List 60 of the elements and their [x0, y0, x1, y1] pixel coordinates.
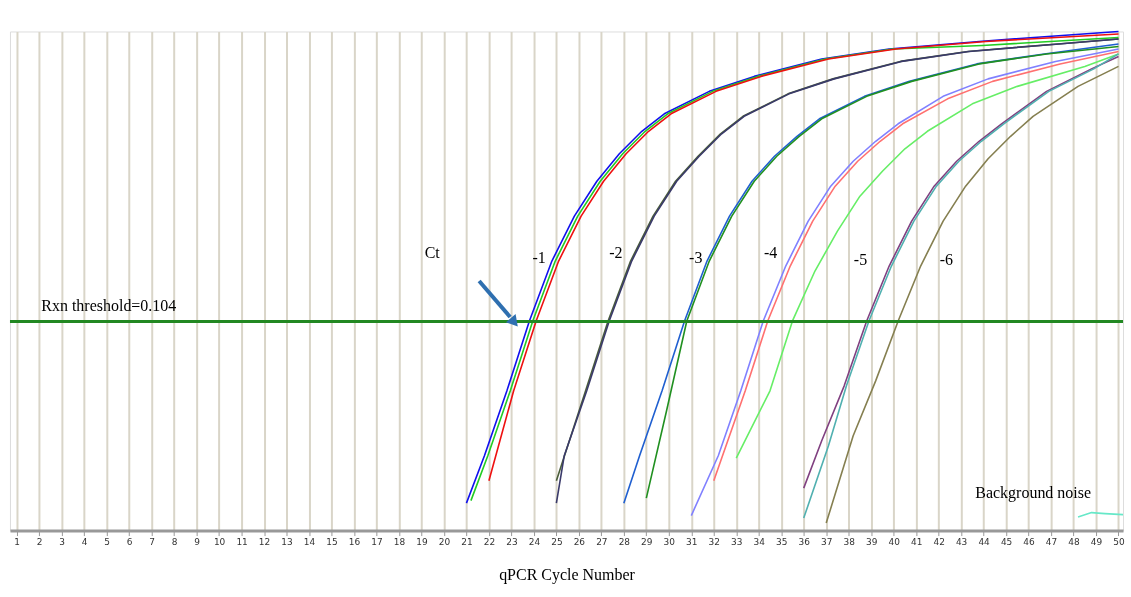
x-tick-label: 7	[149, 537, 155, 548]
x-tick-label: 38	[843, 537, 856, 548]
x-tick-label: 44	[978, 537, 991, 548]
x-tick-label: 25	[551, 537, 563, 548]
x-tick-label: 47	[1045, 537, 1058, 548]
x-tick-label: 19	[416, 537, 428, 548]
annotation: -6	[939, 251, 953, 269]
annotation: -4	[763, 244, 778, 262]
x-tick-label: 8	[171, 537, 178, 548]
x-tick-label: 34	[753, 537, 766, 548]
x-tick-label: 11	[236, 537, 248, 548]
x-tick-label: 32	[708, 537, 720, 548]
x-tick-label: 18	[393, 537, 406, 548]
x-tick-label: 49	[1090, 537, 1103, 548]
annotation: -5	[853, 251, 868, 269]
x-tick-label: 2	[36, 537, 43, 548]
x-tick-label: 33	[731, 537, 743, 548]
x-tick-label: 1	[14, 537, 21, 548]
x-tick-label: 3	[59, 537, 66, 548]
x-tick-label: 20	[438, 537, 451, 548]
x-tick-label: 13	[281, 537, 293, 548]
x-axis-title: qPCR Cycle Number	[499, 565, 636, 584]
annotation: Rxn threshold=0.104	[41, 296, 177, 314]
x-tick-label: 31	[686, 537, 698, 548]
annotation: -1	[532, 249, 546, 267]
annotation: Background noise	[975, 483, 1092, 502]
x-tick-label: 40	[888, 537, 901, 548]
x-tick-label: 14	[303, 537, 316, 548]
x-tick-label: 26	[573, 537, 586, 548]
x-tick-label: 46	[1023, 537, 1036, 548]
x-tick-label: 28	[618, 537, 631, 548]
x-tick-label: 50	[1113, 537, 1126, 548]
x-tick-label: 35	[776, 537, 788, 548]
x-tick-label: 42	[933, 537, 945, 548]
annotation: Ct	[424, 244, 441, 262]
x-tick-label: 37	[820, 537, 833, 548]
x-tick-label: 39	[865, 537, 878, 548]
x-tick-label: 12	[258, 537, 271, 548]
x-tick-label: 29	[641, 537, 653, 548]
x-tick-label: 21	[461, 537, 473, 548]
x-tick-label: 17	[371, 537, 383, 548]
x-tick-label: 9	[194, 537, 201, 548]
x-tick-label: 23	[506, 537, 518, 548]
x-tick-label: 10	[213, 537, 226, 548]
x-tick-label: 43	[955, 537, 968, 548]
annotation: -3	[689, 249, 703, 267]
x-tick-label: 5	[104, 537, 111, 548]
x-tick-label: 41	[910, 537, 923, 548]
x-tick-label: 16	[348, 537, 361, 548]
x-tick-label: 22	[483, 537, 496, 548]
x-tick-label: 6	[126, 537, 133, 548]
annotation: -2	[609, 244, 623, 262]
x-tick-label: 24	[528, 537, 541, 548]
x-tick-label: 4	[81, 537, 88, 548]
x-tick-label: 45	[1000, 537, 1013, 548]
x-tick-label: 15	[326, 537, 338, 548]
x-tick-label: 36	[798, 537, 811, 548]
x-tick-label: 27	[596, 537, 608, 548]
x-tick-label: 48	[1068, 537, 1081, 548]
x-tick-label: 30	[663, 537, 676, 548]
